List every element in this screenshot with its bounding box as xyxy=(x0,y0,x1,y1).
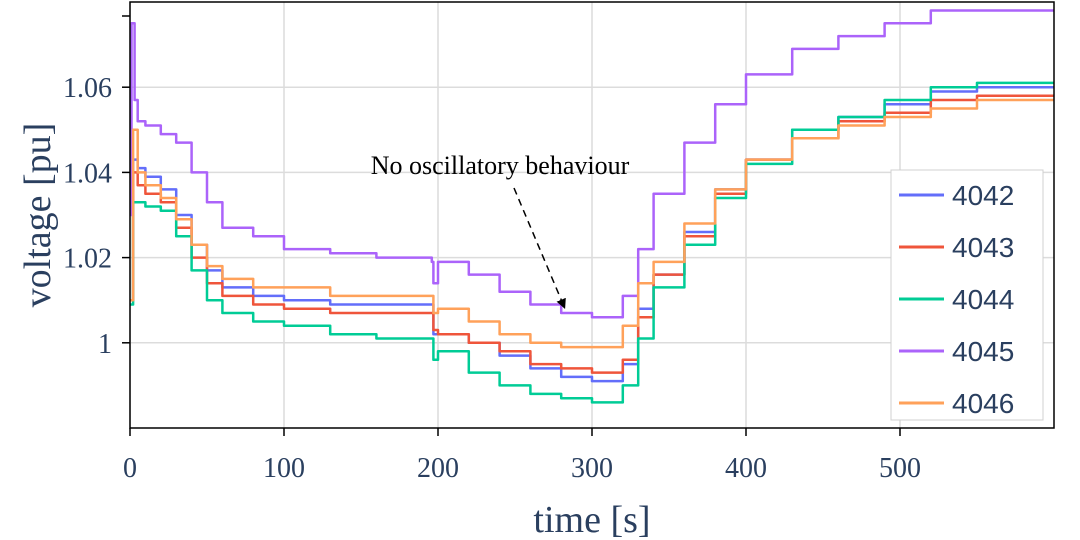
x-tick-label: 400 xyxy=(725,453,767,484)
x-tick-label: 500 xyxy=(879,453,921,484)
y-axis-title: voltage [pu] xyxy=(17,123,59,308)
x-tick-label: 0 xyxy=(123,453,137,484)
legend-label-4046: 4046 xyxy=(952,388,1014,419)
series-line-4044 xyxy=(130,81,1054,404)
legend-box xyxy=(890,169,1044,421)
legend-label-4043: 4043 xyxy=(952,232,1014,263)
legend-label-4044: 4044 xyxy=(952,284,1014,315)
y-axis-ticks: 1 1.02 1.04 1.06 xyxy=(63,15,130,360)
y-tick-label: 1 xyxy=(98,329,112,360)
series-line-4045 xyxy=(130,9,1054,319)
series-line-4046 xyxy=(130,98,1054,349)
y-tick-label: 1.06 xyxy=(63,73,112,104)
x-tick-label: 200 xyxy=(417,453,459,484)
legend: 4042 4043 4044 4045 4046 xyxy=(890,169,1044,421)
series-group xyxy=(130,9,1054,404)
legend-label-4045: 4045 xyxy=(952,336,1014,367)
annotation-arrow xyxy=(513,187,566,309)
y-tick-label: 1.02 xyxy=(63,244,112,275)
x-axis-ticks: 0 100 200 300 400 500 xyxy=(123,428,921,484)
x-axis-title: time [s] xyxy=(533,499,650,540)
y-tick-label: 1.04 xyxy=(63,158,112,189)
x-tick-label: 100 xyxy=(263,453,305,484)
x-tick-label: 300 xyxy=(571,453,613,484)
legend-label-4042: 4042 xyxy=(952,180,1014,211)
annotation-text: No oscillatory behaviour xyxy=(371,151,630,180)
